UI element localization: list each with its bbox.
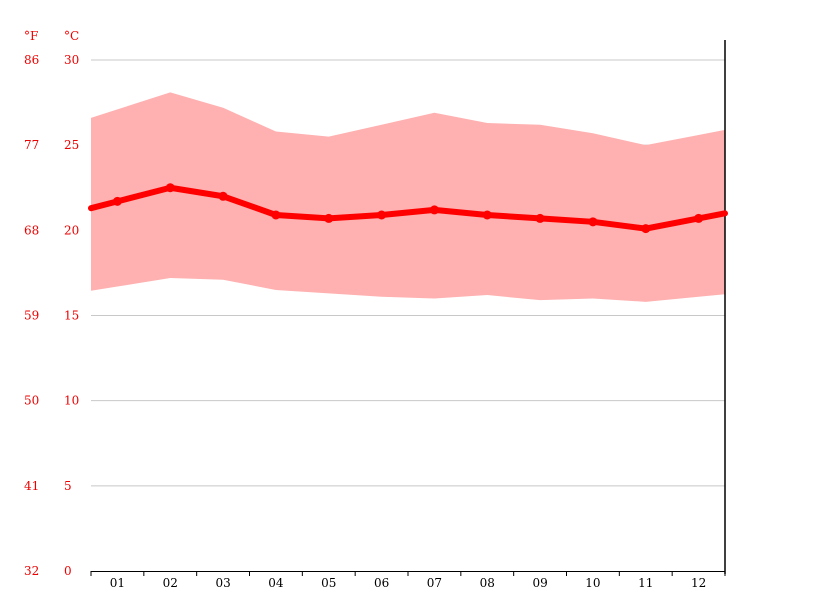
y-tick-label-f-68: 68: [24, 223, 39, 237]
x-tick-label-06: 06: [374, 576, 389, 590]
data-point-08: [482, 210, 492, 220]
y-tick-label-c-15: 15: [64, 309, 79, 323]
fahrenheit-unit-label: °F: [24, 29, 38, 43]
y-tick-label-c-10: 10: [64, 394, 79, 408]
mean-line-path: [88, 184, 728, 232]
data-point-09: [535, 213, 545, 223]
temperature-range-band: [91, 92, 725, 302]
y-tick-label-c-0: 0: [64, 564, 72, 578]
data-point-02: [165, 183, 175, 193]
data-point-11: [641, 224, 651, 234]
y-tick-label-f-50: 50: [24, 394, 39, 408]
x-tick-label-10: 10: [585, 576, 600, 590]
data-point-10: [588, 217, 598, 227]
mean-temperature-line: [88, 183, 728, 234]
x-tick-label-03: 03: [215, 576, 230, 590]
y-tick-label-f-86: 86: [24, 53, 39, 67]
x-tick-label-05: 05: [321, 576, 336, 590]
y-tick-label-c-25: 25: [64, 138, 79, 152]
data-point-05: [324, 213, 334, 223]
axes: [90, 40, 726, 576]
x-tick-label-04: 04: [268, 576, 284, 590]
data-point-03: [218, 191, 228, 201]
y-tick-label-c-20: 20: [64, 223, 79, 237]
axis-labels: °F °C 0 32 5 41 10 50 15 59 20 68 25 77 30 86 01 02 03 04…: [24, 29, 706, 590]
x-tick-label-09: 09: [532, 576, 547, 590]
x-tick-label-02: 02: [163, 576, 178, 590]
x-tick-label-08: 08: [480, 576, 495, 590]
celsius-unit-label: °C: [64, 29, 79, 43]
data-point-07: [429, 205, 439, 215]
y-tick-label-c-30: 30: [64, 53, 79, 67]
y-tick-label-f-59: 59: [24, 309, 39, 323]
range-band-area: [91, 92, 725, 302]
y-tick-label-c-5: 5: [64, 479, 72, 493]
data-point-12: [694, 213, 704, 223]
x-tick-label-07: 07: [427, 576, 442, 590]
y-tick-label-f-32: 32: [24, 564, 39, 578]
x-tick-label-11: 11: [638, 576, 653, 590]
data-point-04: [271, 210, 281, 220]
y-tick-label-f-77: 77: [24, 138, 39, 152]
x-tick-label-01: 01: [110, 576, 125, 590]
data-point-06: [377, 210, 387, 220]
data-point-01: [112, 196, 122, 206]
x-tick-label-12: 12: [691, 576, 706, 590]
y-tick-label-f-41: 41: [24, 479, 39, 493]
